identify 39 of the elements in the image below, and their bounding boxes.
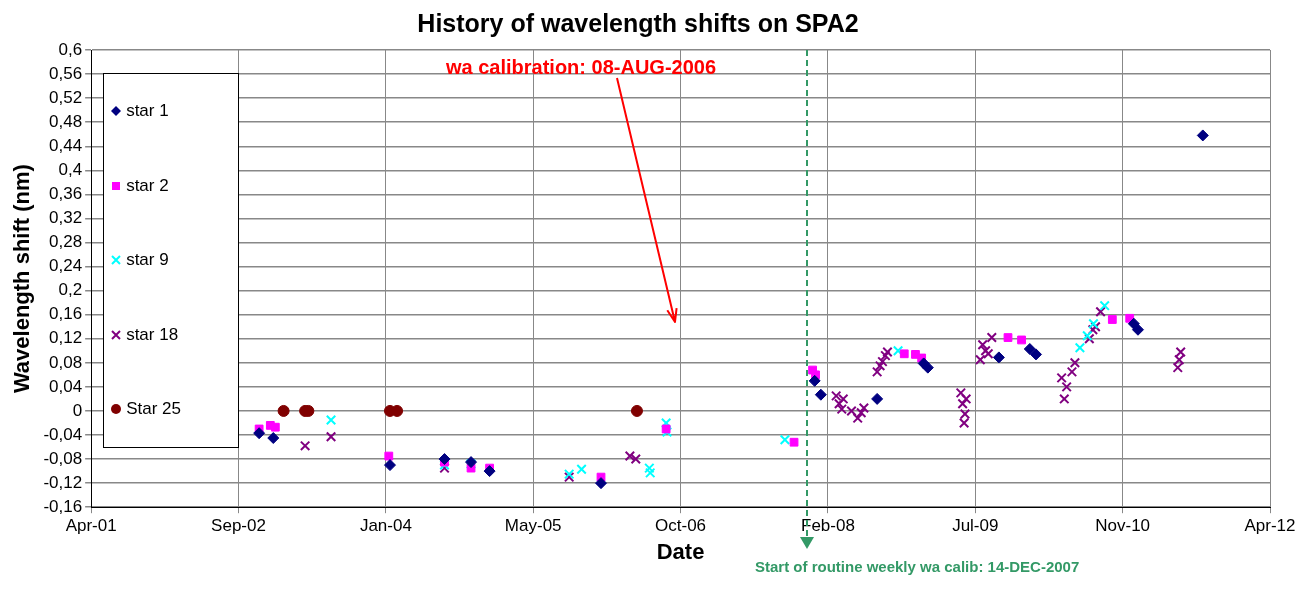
x-tick-label: Sep-02: [211, 516, 266, 536]
y-tick-label: 0,36: [49, 184, 83, 204]
y-tick-label: -0,12: [43, 472, 83, 492]
x-tick-label: Apr-01: [65, 516, 117, 536]
y-tick-label: 0,52: [49, 87, 83, 107]
x-tick-label: Feb-08: [800, 516, 855, 536]
x-tick-label: Jan-04: [359, 516, 412, 536]
x-tick-label: Oct-06: [655, 516, 707, 536]
x-tick-label: Jul-09: [952, 516, 999, 536]
y-tick-label: 0,44: [49, 135, 83, 155]
y-tick-label: 0,28: [49, 232, 83, 252]
y-tick-label: -0,16: [43, 496, 83, 516]
x-tick-label: Nov-10: [1095, 516, 1151, 536]
y-tick-label: 0,56: [49, 63, 83, 83]
legend-label: star 9: [126, 250, 169, 271]
legend-label: star 2: [126, 175, 169, 196]
y-tick-label: 0,4: [58, 160, 83, 179]
y-tick-label: 0,2: [58, 280, 83, 300]
legend-label: star 18: [126, 324, 179, 345]
legend-label: star 1: [126, 101, 169, 122]
y-tick-label: 0: [72, 400, 83, 420]
chart-title: History of wavelength shifts on SPA2: [417, 8, 859, 37]
y-tick-label: 0,12: [49, 328, 83, 348]
y-tick-label: 0,48: [49, 111, 83, 131]
x-tick-label: May-05: [504, 516, 562, 536]
y-tick-label: -0,04: [43, 424, 83, 444]
annotation: wa calibration: 08-AUG-2006: [444, 55, 717, 78]
x-axis-title: Date: [656, 538, 705, 564]
y-tick-label: 0,16: [49, 304, 83, 324]
y-tick-label: 0,08: [49, 352, 83, 372]
y-tick-label: 0,04: [49, 376, 83, 396]
y-tick-label: 0,32: [49, 208, 83, 228]
y-axis-title: Wavelength shift (nm): [9, 164, 35, 394]
y-tick-label: 0,24: [49, 256, 83, 276]
y-tick-label: -0,08: [43, 448, 83, 468]
y-tick-label: 0,6: [58, 39, 83, 59]
x-tick-label: Apr-12: [1244, 516, 1296, 536]
ref-line-label: Start of routine weekly wa calib: 14-DEC-2007: [755, 558, 1080, 576]
legend-label: Star 25: [126, 399, 181, 420]
